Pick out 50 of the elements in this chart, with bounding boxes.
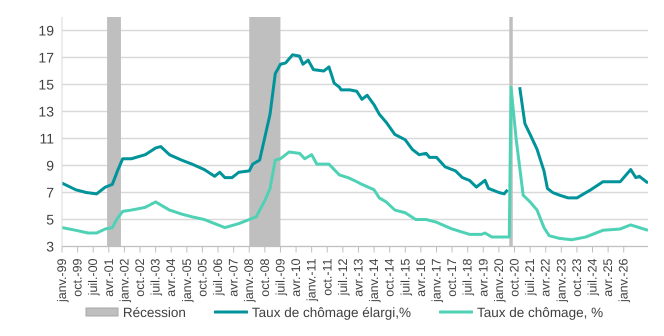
y-tick-label: 3: [46, 238, 54, 254]
x-tick-label: janv.-99: [55, 258, 69, 304]
x-tick-label: janv.-23: [554, 258, 568, 304]
x-tick-label: avr.-04: [164, 258, 178, 297]
y-tick-label: 11: [39, 130, 54, 146]
x-tick-label: oct.-17: [445, 258, 460, 297]
legend-label: Taux de chômage élargi,%: [250, 304, 412, 320]
x-tick-label: janv.-26: [616, 258, 631, 304]
line-series: [62, 86, 648, 242]
x-tick-label: oct.-99: [70, 258, 85, 297]
x-tick-label: janv.-14: [367, 258, 382, 304]
x-tick-label: avr.-16: [414, 258, 428, 297]
y-tick-label: 7: [46, 184, 54, 200]
x-tick-label: avr.-07: [226, 258, 241, 297]
y-tick-label: 5: [46, 211, 54, 228]
x-tick-label: juil.-12: [336, 258, 350, 296]
x-tick-label: janv.-02: [117, 258, 132, 304]
x-tick-label: oct.-14: [382, 258, 397, 297]
x-tick-label: oct.-20: [508, 258, 522, 297]
x-tick-label: avr.-19: [476, 258, 490, 297]
x-tick-label: avr.-22: [538, 258, 553, 297]
x-tick-label: juil.-03: [148, 258, 163, 296]
legend-label: Récession: [122, 304, 186, 320]
x-tick-label: janv.-08: [242, 258, 256, 304]
x-tick-label: janv.-05: [180, 258, 194, 304]
x-tick-label: oct.-05: [195, 258, 210, 297]
x-tick-label: avr.-25: [601, 258, 616, 297]
legend-label: Taux de chômage, %: [476, 304, 604, 320]
y-tick-label: 17: [38, 49, 54, 66]
x-tick-label: juil.-06: [211, 258, 226, 296]
y-tick-label: 9: [46, 157, 54, 174]
x-tick-label: janv.-11: [304, 258, 319, 302]
y-tick-label: 13: [38, 103, 54, 120]
x-tick-label: juil.-09: [273, 258, 288, 296]
x-tick-label: avr.-10: [289, 258, 304, 297]
x-tick-label: janv.-20: [492, 258, 506, 304]
y-tick-label: 19: [38, 22, 54, 38]
x-tick-label: juil.-24: [586, 258, 600, 296]
x-tick-label: oct.-02: [133, 258, 148, 297]
x-tick-label: avr.-01: [102, 258, 116, 297]
x-tick-label: juil.-00: [86, 258, 100, 296]
y-tick-label: 15: [38, 76, 54, 92]
x-tick-label: juil.-21: [523, 258, 538, 296]
x-tick-label: oct.-23: [570, 258, 584, 297]
x-tick-label: avr.-13: [351, 258, 366, 297]
x-tick-label: juil.-18: [460, 258, 475, 296]
x-tick-label: janv.-17: [429, 258, 444, 304]
x-tick-label: oct.-11: [320, 258, 334, 296]
x-tick-label: juil.-15: [398, 258, 412, 296]
x-tick-label: oct.-08: [258, 258, 272, 297]
